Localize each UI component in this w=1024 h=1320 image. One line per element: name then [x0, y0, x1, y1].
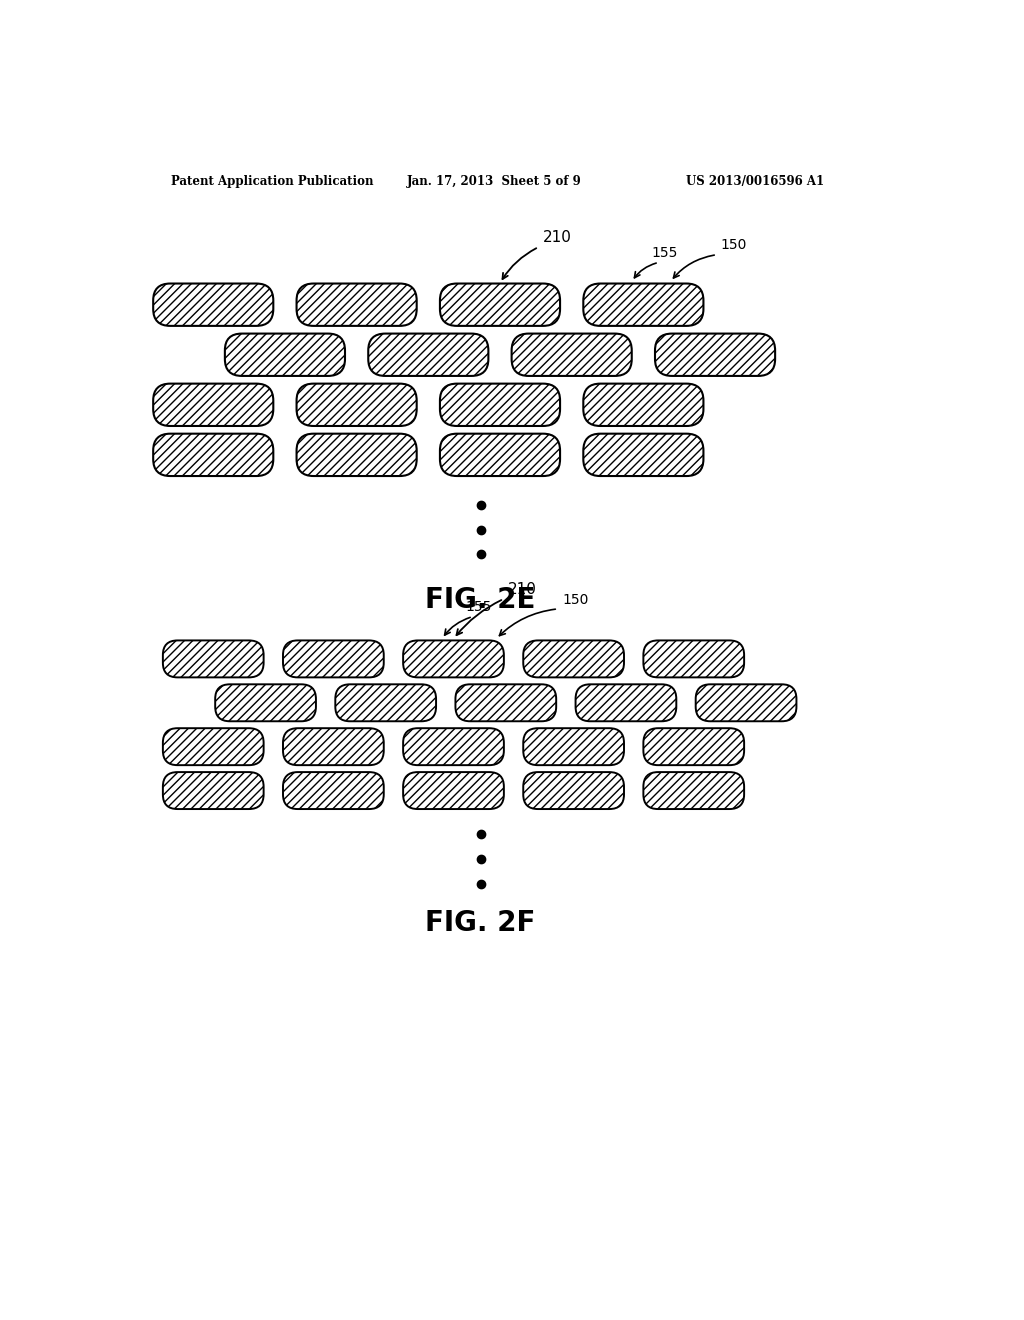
- FancyBboxPatch shape: [225, 334, 345, 376]
- FancyBboxPatch shape: [523, 729, 624, 766]
- Text: 210: 210: [508, 582, 537, 597]
- FancyBboxPatch shape: [283, 729, 384, 766]
- FancyBboxPatch shape: [512, 334, 632, 376]
- FancyBboxPatch shape: [575, 684, 676, 721]
- FancyBboxPatch shape: [297, 284, 417, 326]
- FancyBboxPatch shape: [695, 684, 797, 721]
- FancyBboxPatch shape: [643, 772, 744, 809]
- FancyBboxPatch shape: [440, 284, 560, 326]
- FancyBboxPatch shape: [456, 684, 556, 721]
- Text: Jan. 17, 2013  Sheet 5 of 9: Jan. 17, 2013 Sheet 5 of 9: [407, 176, 582, 189]
- FancyBboxPatch shape: [643, 729, 744, 766]
- FancyBboxPatch shape: [403, 729, 504, 766]
- Text: 150: 150: [562, 593, 589, 607]
- FancyBboxPatch shape: [163, 640, 263, 677]
- FancyBboxPatch shape: [335, 684, 436, 721]
- FancyBboxPatch shape: [297, 384, 417, 426]
- FancyBboxPatch shape: [523, 772, 624, 809]
- FancyBboxPatch shape: [163, 729, 263, 766]
- FancyBboxPatch shape: [369, 334, 488, 376]
- FancyBboxPatch shape: [154, 434, 273, 477]
- FancyBboxPatch shape: [440, 434, 560, 477]
- FancyBboxPatch shape: [440, 384, 560, 426]
- FancyBboxPatch shape: [297, 434, 417, 477]
- FancyBboxPatch shape: [643, 640, 744, 677]
- FancyBboxPatch shape: [163, 772, 263, 809]
- Text: 210: 210: [543, 230, 571, 244]
- FancyBboxPatch shape: [283, 640, 384, 677]
- FancyBboxPatch shape: [403, 640, 504, 677]
- FancyBboxPatch shape: [154, 384, 273, 426]
- FancyBboxPatch shape: [523, 640, 624, 677]
- Text: US 2013/0016596 A1: US 2013/0016596 A1: [686, 176, 824, 189]
- Text: 155: 155: [651, 246, 678, 260]
- Text: 155: 155: [465, 601, 492, 614]
- Text: FIG. 2E: FIG. 2E: [425, 586, 536, 614]
- FancyBboxPatch shape: [584, 434, 703, 477]
- FancyBboxPatch shape: [403, 772, 504, 809]
- FancyBboxPatch shape: [154, 284, 273, 326]
- FancyBboxPatch shape: [283, 772, 384, 809]
- Text: 150: 150: [721, 239, 748, 252]
- FancyBboxPatch shape: [215, 684, 316, 721]
- FancyBboxPatch shape: [584, 384, 703, 426]
- Text: Patent Application Publication: Patent Application Publication: [171, 176, 373, 189]
- FancyBboxPatch shape: [584, 284, 703, 326]
- Text: FIG. 2F: FIG. 2F: [425, 909, 536, 937]
- FancyBboxPatch shape: [655, 334, 775, 376]
